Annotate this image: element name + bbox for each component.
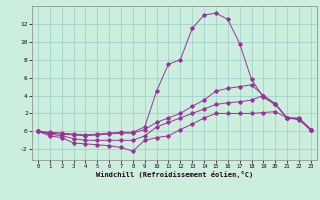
X-axis label: Windchill (Refroidissement éolien,°C): Windchill (Refroidissement éolien,°C) xyxy=(96,171,253,178)
